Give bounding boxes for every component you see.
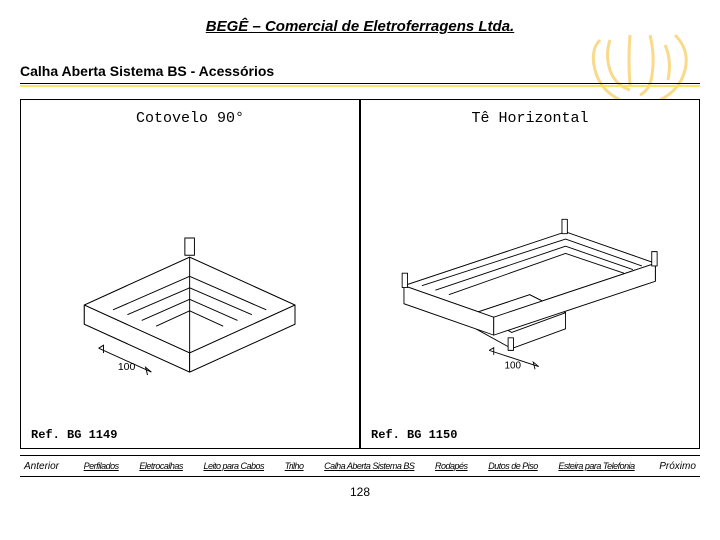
panel-title-right: Tê Horizontal [361,100,699,131]
nav-eletrocalhas[interactable]: Eletrocalhas [139,461,183,471]
nav-esteira[interactable]: Esteira para Telefonia [558,461,634,471]
panel-te: Tê Horizontal [361,100,699,448]
footer-nav: Anterior Perfilados Eletrocalhas Leito p… [20,455,700,477]
figure-cotovelo: 100 [21,131,359,422]
content-frame: Cotovelo 90° [20,99,700,449]
page-subtitle: Calha Aberta Sistema BS - Acessórios [20,63,700,79]
ref-left: Ref. BG 1149 [21,422,359,448]
nav-calha[interactable]: Calha Aberta Sistema BS [324,461,414,471]
panel-title-left: Cotovelo 90° [21,100,359,131]
panel-cotovelo: Cotovelo 90° [21,100,361,448]
dim-right: 100 [505,360,522,371]
nav-leito[interactable]: Leito para Cabos [204,461,265,471]
company-name: BEGÊ – Comercial de Eletroferragens Ltda… [0,18,720,35]
nav-rodapes[interactable]: Rodapés [435,461,468,471]
nav-trilho[interactable]: Trilho [285,461,304,471]
page-number: 128 [0,485,720,499]
header: BEGÊ – Comercial de Eletroferragens Ltda… [0,0,720,35]
subtitle-section: Calha Aberta Sistema BS - Acessórios [0,63,720,87]
nav-perfilados[interactable]: Perfilados [84,461,119,471]
divider [20,83,700,87]
dim-left: 100 [118,361,136,373]
ref-right: Ref. BG 1150 [361,422,699,448]
figure-te: 100 [361,131,699,422]
nav-dutos[interactable]: Dutos de Piso [488,461,538,471]
prev-button[interactable]: Anterior [20,461,63,472]
next-button[interactable]: Próximo [655,461,700,472]
